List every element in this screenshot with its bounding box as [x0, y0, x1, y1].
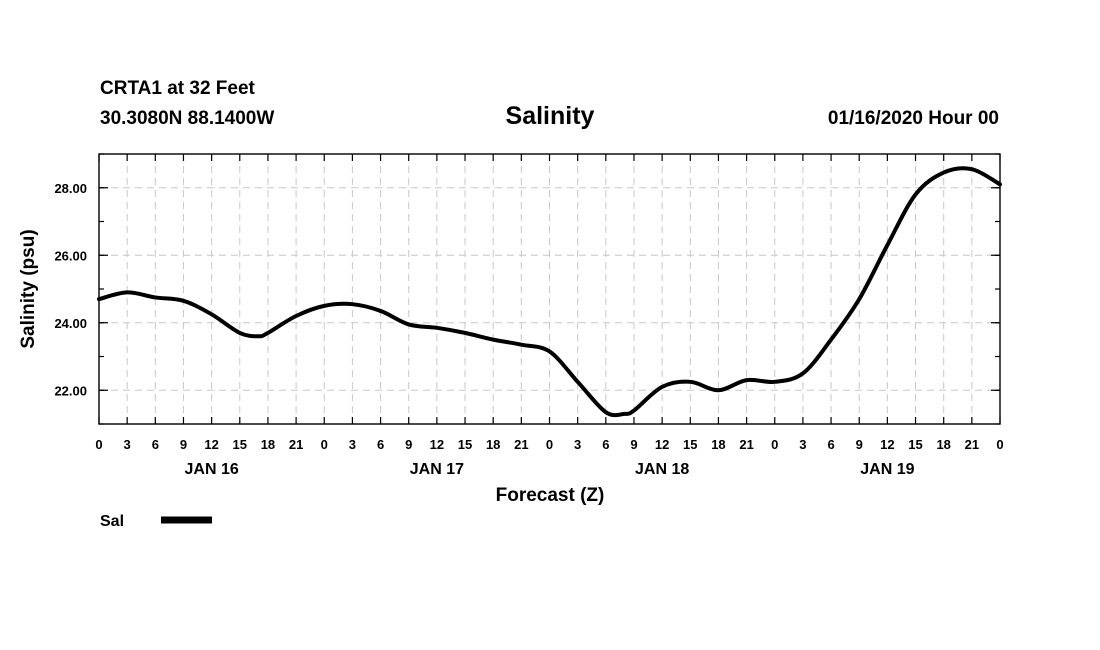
day-label: JAN 18 [635, 461, 689, 478]
x-tick-label: 9 [180, 437, 187, 452]
day-label: JAN 17 [410, 461, 464, 478]
x-tick-label: 6 [152, 437, 159, 452]
station-coordinates: 30.3080N 88.1400W [100, 108, 274, 129]
x-tick-label: 3 [124, 437, 131, 452]
x-tick-label: 21 [289, 437, 303, 452]
x-tick-label: 15 [683, 437, 697, 452]
station-title: CRTA1 at 32 Feet [100, 78, 256, 99]
x-tick-label: 6 [377, 437, 384, 452]
x-tick-label: 21 [514, 437, 528, 452]
x-tick-label: 18 [936, 437, 950, 452]
y-tick-label: 24.00 [54, 316, 87, 331]
x-tick-label: 3 [574, 437, 581, 452]
x-tick-label: 9 [405, 437, 412, 452]
x-tick-label: 15 [233, 437, 247, 452]
y-tick-label: 28.00 [54, 181, 87, 196]
x-tick-label: 12 [204, 437, 218, 452]
x-tick-label: 0 [771, 437, 778, 452]
x-tick-label: 15 [458, 437, 472, 452]
y-axis-label: Salinity (psu) [18, 229, 39, 348]
legend: Sal [100, 513, 212, 530]
run-time-label: 01/16/2020 Hour 00 [828, 108, 999, 129]
x-tick-label: 3 [799, 437, 806, 452]
axis-ticks [98, 153, 1001, 425]
x-tick-label: 9 [856, 437, 863, 452]
series-line-sal [97, 166, 1002, 418]
y-tick-label: 22.00 [54, 383, 87, 398]
chart-title: Salinity [506, 102, 595, 130]
day-label: JAN 16 [185, 461, 239, 478]
day-label: JAN 19 [860, 461, 914, 478]
y-tick-label: 26.00 [54, 248, 87, 263]
x-tick-label: 9 [630, 437, 637, 452]
x-tick-label: 12 [880, 437, 894, 452]
x-tick-label: 21 [739, 437, 753, 452]
x-axis-label: Forecast (Z) [496, 485, 605, 506]
x-tick-label: 18 [711, 437, 725, 452]
x-tick-label: 18 [261, 437, 275, 452]
x-tick-label: 21 [965, 437, 979, 452]
legend-label-sal: Sal [100, 513, 124, 530]
x-tick-label: 15 [908, 437, 922, 452]
x-tick-label: 0 [95, 437, 102, 452]
series-layer [97, 166, 1002, 418]
x-tick-label: 6 [602, 437, 609, 452]
x-tick-label: 0 [546, 437, 553, 452]
x-tick-label: 6 [827, 437, 834, 452]
x-tick-label: 0 [996, 437, 1003, 452]
grid-lines [99, 154, 1000, 424]
x-tick-label: 12 [655, 437, 669, 452]
x-tick-label: 0 [321, 437, 328, 452]
x-tick-label: 3 [349, 437, 356, 452]
x-tick-label: 12 [430, 437, 444, 452]
x-tick-label: 18 [486, 437, 500, 452]
